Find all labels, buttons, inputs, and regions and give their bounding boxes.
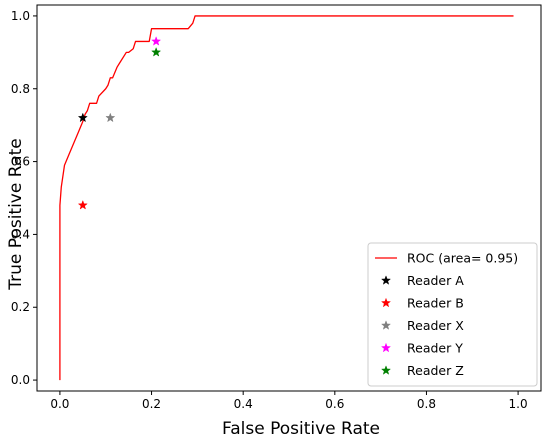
y-axis-ticks: 0.0 0.2 0.4 0.6 0.8 1.0	[11, 9, 37, 387]
roc-curve	[59, 15, 514, 381]
reader-x-marker	[105, 112, 116, 123]
legend-label-reader-b: Reader B	[407, 296, 464, 311]
legend-marker-reader-z	[380, 365, 392, 375]
x-tick-label: 1.0	[509, 397, 528, 411]
x-tick-label: 0.2	[142, 397, 161, 411]
legend-label-roc-area-0-95: ROC (area= 0.95)	[407, 251, 518, 266]
legend-label-reader-y: Reader Y	[407, 341, 463, 356]
legend-label-reader-x: Reader X	[407, 318, 464, 333]
plot-frame	[36, 4, 542, 392]
x-tick-label: 0.0	[50, 397, 69, 411]
x-tick-label: 0.4	[234, 397, 253, 411]
x-tick-label: 0.6	[325, 397, 344, 411]
reader-y-marker	[151, 36, 162, 46]
y-tick-label: 0.8	[11, 82, 30, 96]
legend-marker-reader-b	[380, 297, 392, 308]
x-tick-label: 0.8	[417, 397, 436, 411]
legend-marker-reader-x	[380, 320, 392, 330]
legend-marker-reader-y	[380, 342, 392, 353]
y-tick-label: 1.0	[11, 9, 30, 23]
legend-box	[367, 242, 538, 387]
y-tick-label: 0.6	[11, 155, 30, 169]
y-tick-label: 0.0	[11, 373, 30, 387]
x-axis-ticks: 0.0 0.2 0.4 0.6 0.8 1.0	[50, 391, 528, 411]
reader-b-marker	[77, 199, 88, 210]
reader-a-marker	[77, 112, 88, 123]
legend: ROC (area= 0.95) Reader A Reader B Reader X…	[367, 242, 538, 387]
plot-area	[36, 4, 542, 392]
y-tick-label: 0.4	[11, 227, 30, 241]
legend-label-reader-a: Reader A	[407, 273, 464, 288]
legend-label-reader-z: Reader Z	[407, 363, 464, 378]
y-axis-label: True Positive Rate	[6, 138, 26, 290]
reader-z-marker	[151, 47, 162, 57]
x-axis-label: False Positive Rate	[222, 419, 380, 439]
y-tick-label: 0.2	[11, 300, 30, 314]
legend-marker-reader-a	[380, 275, 392, 285]
